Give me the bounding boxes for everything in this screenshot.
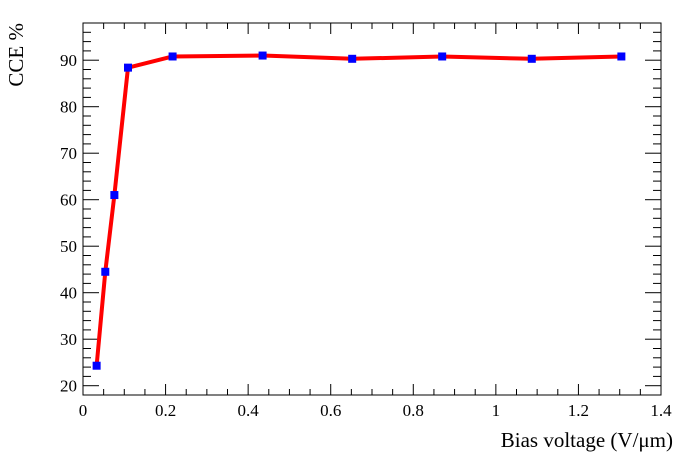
y-tick-label: 60 — [60, 191, 77, 210]
y-axis-tick-labels: 20 30 40 50 60 70 80 90 — [60, 51, 77, 396]
y-tick-label: 80 — [60, 98, 77, 117]
x-axis-ticks — [82, 23, 662, 395]
data-point — [258, 51, 267, 60]
data-series — [92, 51, 626, 370]
data-point — [168, 52, 177, 61]
y-axis-ticks — [83, 22, 661, 396]
x-axis-tick-labels: 0 0.2 0.4 0.6 0.8 1 1.2 1.4 — [79, 401, 672, 420]
plot-frame — [82, 22, 662, 396]
y-tick-label: 90 — [60, 51, 77, 70]
data-point — [92, 361, 101, 370]
x-tick-label: 1.2 — [568, 401, 589, 420]
x-tick-label: 0.8 — [403, 401, 424, 420]
y-tick-label: 50 — [60, 237, 77, 256]
x-tick-label: 0.2 — [155, 401, 176, 420]
data-point — [124, 63, 133, 72]
x-tick-label: 1 — [492, 401, 501, 420]
data-point — [527, 54, 536, 63]
x-axis-title: Bias voltage (V/μm) — [501, 428, 673, 452]
x-tick-label: 0.4 — [238, 401, 260, 420]
series-line — [94, 53, 624, 368]
y-axis-title: CCE % — [4, 23, 28, 87]
data-point — [438, 52, 447, 61]
x-tick-label: 1.4 — [650, 401, 672, 420]
x-tick-label: 0 — [79, 401, 88, 420]
data-point — [101, 267, 110, 276]
data-point — [617, 52, 626, 61]
y-tick-label: 70 — [60, 144, 77, 163]
x-tick-label: 0.6 — [320, 401, 341, 420]
data-point — [348, 54, 357, 63]
y-tick-label: 40 — [60, 284, 77, 303]
y-tick-label: 30 — [60, 330, 77, 349]
y-tick-label: 20 — [60, 377, 77, 396]
data-point — [110, 191, 119, 200]
